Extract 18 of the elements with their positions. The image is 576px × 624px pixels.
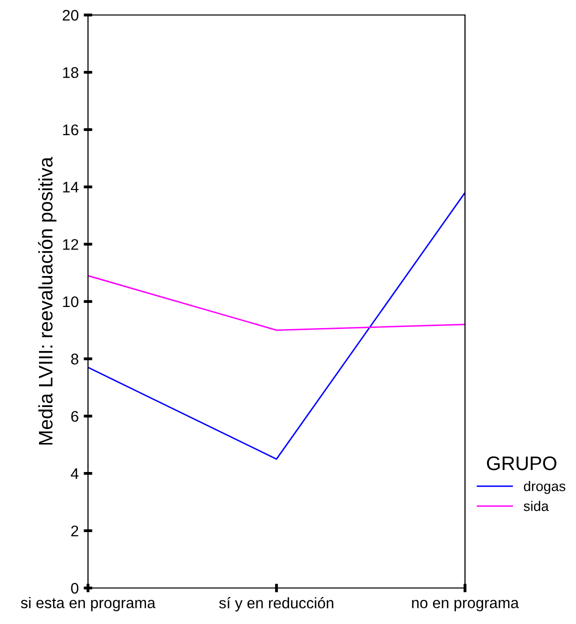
x-tick-label: sí y en reducción: [219, 597, 334, 612]
y-axis-title: Media LVIII: reevaluación positiva: [38, 156, 56, 445]
y-tick-label: 0: [71, 582, 78, 594]
x-tick-label: si esta en programa: [20, 597, 156, 612]
legend-title: GRUPO: [486, 456, 556, 470]
y-tick-label: 12: [63, 239, 78, 250]
y-tick-label: 8: [71, 354, 78, 364]
legend-label: drogas: [524, 480, 566, 494]
y-tick-label: 6: [71, 410, 78, 422]
x-tick-label: no en programa: [412, 600, 519, 612]
y-tick-label: 16: [63, 124, 78, 136]
legend-label: sida: [524, 500, 549, 512]
y-tick-label: 20: [62, 10, 78, 21]
y-tick-label: 14: [63, 182, 79, 192]
y-tick-label: 2: [71, 526, 78, 536]
y-tick-label: 10: [63, 296, 78, 308]
y-tick-label: 18: [63, 67, 78, 78]
y-tick-label: 4: [70, 468, 79, 479]
